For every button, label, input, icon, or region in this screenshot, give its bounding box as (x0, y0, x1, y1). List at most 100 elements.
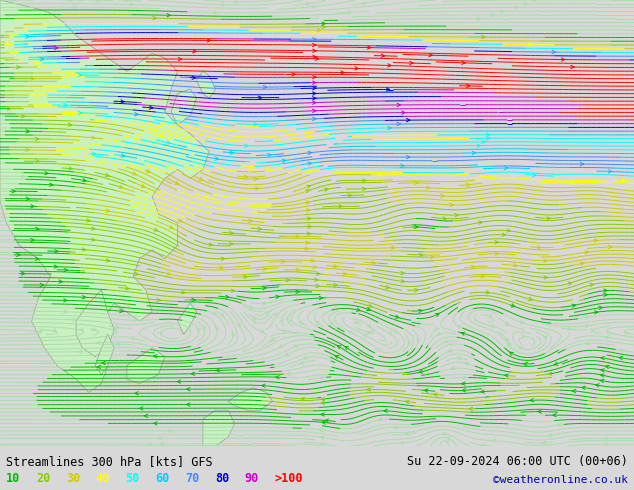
FancyArrowPatch shape (333, 283, 337, 287)
FancyArrowPatch shape (307, 232, 311, 235)
FancyArrowPatch shape (282, 330, 286, 333)
FancyArrowPatch shape (253, 320, 257, 323)
FancyArrowPatch shape (321, 397, 325, 401)
FancyArrowPatch shape (16, 253, 20, 257)
FancyArrowPatch shape (337, 345, 341, 349)
FancyArrowPatch shape (87, 219, 90, 222)
FancyArrowPatch shape (294, 344, 298, 347)
FancyArrowPatch shape (467, 183, 470, 187)
FancyArrowPatch shape (368, 304, 372, 307)
FancyArrowPatch shape (599, 306, 602, 310)
FancyArrowPatch shape (465, 362, 469, 366)
FancyArrowPatch shape (256, 187, 259, 190)
Text: Streamlines 300 hPa [kts] GFS: Streamlines 300 hPa [kts] GFS (6, 455, 213, 468)
FancyArrowPatch shape (415, 225, 418, 228)
FancyArrowPatch shape (495, 252, 498, 255)
FancyArrowPatch shape (39, 328, 42, 332)
FancyArrowPatch shape (443, 217, 446, 220)
FancyArrowPatch shape (22, 272, 25, 275)
FancyArrowPatch shape (573, 390, 576, 393)
FancyArrowPatch shape (16, 66, 20, 69)
FancyArrowPatch shape (235, 0, 238, 3)
Polygon shape (95, 334, 114, 374)
FancyArrowPatch shape (462, 389, 465, 392)
FancyArrowPatch shape (321, 413, 324, 416)
FancyArrowPatch shape (572, 304, 576, 307)
FancyArrowPatch shape (320, 436, 324, 439)
FancyArrowPatch shape (471, 266, 474, 269)
FancyArrowPatch shape (609, 245, 612, 249)
FancyArrowPatch shape (544, 336, 547, 339)
FancyArrowPatch shape (237, 323, 240, 327)
FancyArrowPatch shape (316, 284, 320, 288)
FancyArrowPatch shape (192, 76, 195, 79)
FancyArrowPatch shape (146, 170, 150, 172)
FancyArrowPatch shape (429, 53, 432, 57)
FancyArrowPatch shape (339, 205, 342, 208)
FancyArrowPatch shape (580, 262, 584, 266)
FancyArrowPatch shape (543, 259, 547, 263)
FancyArrowPatch shape (568, 282, 572, 285)
FancyArrowPatch shape (215, 326, 218, 330)
Polygon shape (76, 290, 114, 357)
FancyArrowPatch shape (444, 340, 448, 343)
FancyArrowPatch shape (515, 6, 518, 9)
FancyArrowPatch shape (168, 429, 171, 433)
FancyArrowPatch shape (68, 167, 72, 170)
FancyArrowPatch shape (232, 333, 235, 337)
FancyArrowPatch shape (258, 227, 261, 230)
FancyArrowPatch shape (609, 170, 612, 173)
FancyArrowPatch shape (384, 409, 387, 413)
FancyArrowPatch shape (231, 289, 235, 293)
FancyArrowPatch shape (282, 159, 286, 163)
FancyArrowPatch shape (36, 61, 39, 65)
Text: 10: 10 (6, 472, 20, 485)
FancyArrowPatch shape (619, 356, 623, 360)
FancyArrowPatch shape (558, 423, 561, 426)
FancyArrowPatch shape (167, 272, 171, 275)
FancyArrowPatch shape (529, 43, 532, 46)
FancyArrowPatch shape (391, 246, 394, 249)
FancyArrowPatch shape (486, 133, 489, 136)
FancyArrowPatch shape (544, 276, 547, 279)
FancyArrowPatch shape (167, 141, 171, 144)
FancyArrowPatch shape (230, 151, 233, 154)
FancyArrowPatch shape (325, 188, 328, 191)
FancyArrowPatch shape (580, 162, 584, 166)
FancyArrowPatch shape (519, 347, 522, 350)
FancyArrowPatch shape (424, 389, 428, 392)
FancyArrowPatch shape (521, 335, 525, 338)
FancyArrowPatch shape (348, 194, 351, 197)
FancyArrowPatch shape (508, 343, 511, 347)
FancyArrowPatch shape (567, 327, 571, 330)
FancyArrowPatch shape (462, 382, 465, 385)
FancyArrowPatch shape (401, 271, 404, 275)
FancyArrowPatch shape (186, 388, 190, 391)
FancyArrowPatch shape (401, 280, 404, 283)
FancyArrowPatch shape (313, 117, 316, 121)
FancyArrowPatch shape (553, 414, 556, 417)
FancyArrowPatch shape (214, 11, 217, 14)
FancyArrowPatch shape (313, 81, 316, 84)
FancyArrowPatch shape (607, 332, 611, 336)
FancyArrowPatch shape (345, 346, 349, 350)
FancyArrowPatch shape (26, 148, 29, 151)
FancyArrowPatch shape (604, 442, 607, 446)
FancyArrowPatch shape (521, 320, 524, 324)
FancyArrowPatch shape (582, 386, 585, 390)
FancyArrowPatch shape (538, 246, 541, 249)
FancyArrowPatch shape (395, 315, 399, 318)
Text: 50: 50 (126, 472, 139, 485)
FancyArrowPatch shape (311, 5, 315, 8)
FancyArrowPatch shape (406, 119, 410, 122)
Polygon shape (0, 0, 209, 392)
FancyArrowPatch shape (322, 25, 325, 28)
FancyArrowPatch shape (91, 227, 95, 230)
FancyArrowPatch shape (481, 444, 485, 447)
FancyArrowPatch shape (296, 290, 299, 294)
FancyArrowPatch shape (158, 134, 162, 137)
FancyArrowPatch shape (22, 175, 25, 178)
FancyArrowPatch shape (492, 439, 496, 442)
FancyArrowPatch shape (26, 35, 29, 38)
FancyArrowPatch shape (363, 2, 366, 5)
